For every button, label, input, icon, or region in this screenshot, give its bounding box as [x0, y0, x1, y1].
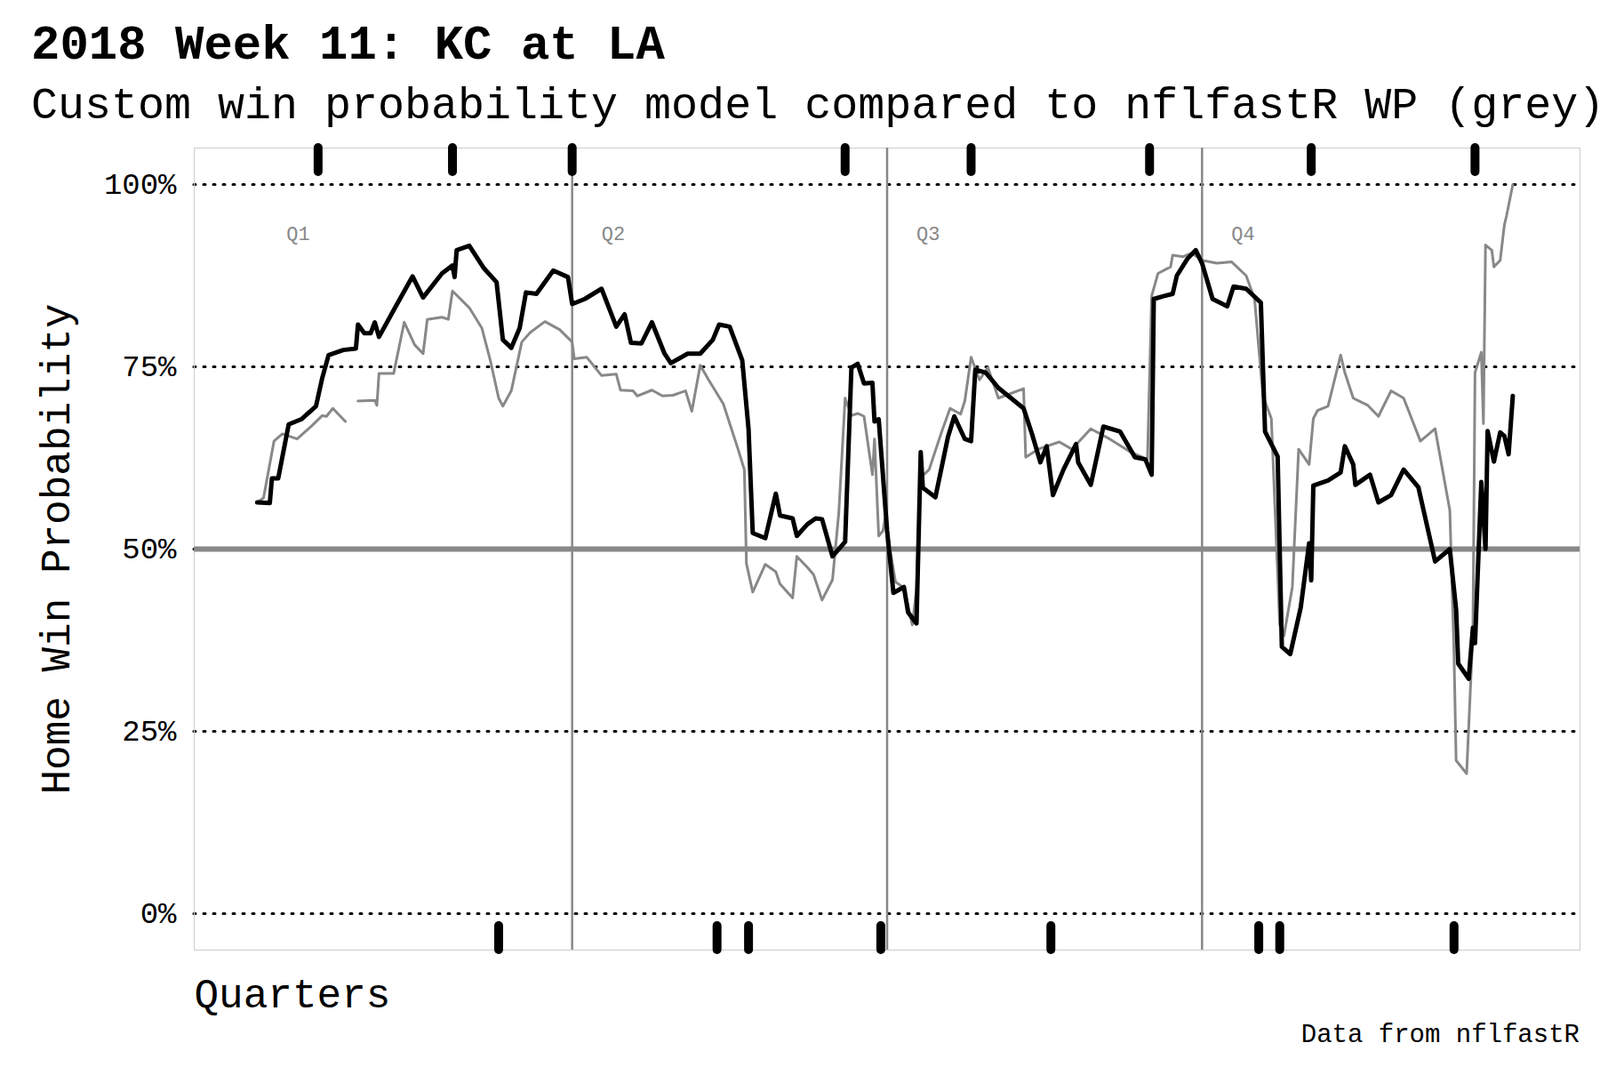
svg-text:Q2: Q2 [601, 224, 625, 247]
svg-text:Q3: Q3 [916, 224, 940, 247]
svg-text:100%: 100% [104, 168, 177, 203]
svg-text:25%: 25% [121, 715, 177, 750]
svg-text:50%: 50% [121, 533, 177, 568]
html-text:2018 Week 11: KC at LA: 2018 Week 11: KC at LA [31, 18, 665, 73]
svg-text:Q4: Q4 [1231, 224, 1255, 247]
svg-text:0%: 0% [140, 897, 177, 932]
svg-text:Home Win Probability: Home Win Probability [35, 303, 82, 794]
svg-text:Quarters: Quarters [194, 973, 392, 1020]
svg-text:Q1: Q1 [286, 224, 310, 247]
html-text:Data from nflfastR: Data from nflfastR [1301, 1020, 1580, 1050]
svg-text:75%: 75% [121, 351, 177, 385]
